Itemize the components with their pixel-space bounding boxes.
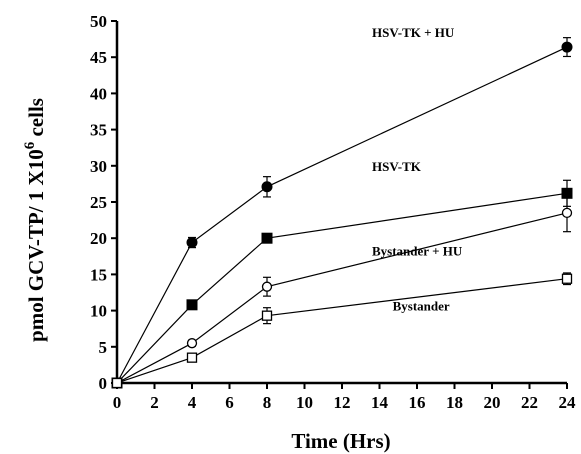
x-tick-label: 6 <box>225 393 234 412</box>
x-tick-label: 16 <box>409 393 426 412</box>
x-axis-ticks: 0 2 4 6 8 10 12 14 16 18 20 22 24 <box>113 383 576 412</box>
y-tick-label: 10 <box>90 302 107 321</box>
x-tick-label: 20 <box>484 393 501 412</box>
y-tick-label: 40 <box>90 84 107 103</box>
y-tick-label: 0 <box>99 374 108 393</box>
y-tick-label: 5 <box>99 338 108 357</box>
data-point <box>561 273 573 284</box>
series-bystander <box>111 272 573 389</box>
y-tick-label: 20 <box>90 229 107 248</box>
series-bystander-hu <box>111 193 573 389</box>
axes <box>115 21 567 385</box>
data-point <box>186 338 198 349</box>
x-tick-label: 12 <box>334 393 351 412</box>
x-tick-label: 22 <box>521 393 538 412</box>
series-labels: HSV-TK + HU HSV-TK Bystander + HU Bystander <box>372 25 463 314</box>
x-axis-title: Time (Hrs) <box>291 429 390 453</box>
series-line <box>116 192 568 384</box>
x-tick-label: 2 <box>150 393 159 412</box>
series-label: Bystander <box>393 299 450 314</box>
x-tick-label: 18 <box>446 393 463 412</box>
data-point <box>186 299 198 311</box>
x-tick-label: 24 <box>559 393 577 412</box>
x-tick-label: 14 <box>371 393 389 412</box>
data-point <box>261 181 273 193</box>
data-point <box>261 310 273 321</box>
series-line <box>116 46 568 384</box>
x-tick-label: 4 <box>188 393 197 412</box>
series-label: HSV-TK <box>372 159 422 174</box>
data-point <box>561 207 573 219</box>
y-tick-label: 15 <box>90 265 107 284</box>
x-tick-label: 0 <box>113 393 122 412</box>
y-axis-title-main: pmol GCV-TP/ 1 X10 <box>24 149 48 342</box>
data-point <box>111 377 123 389</box>
data-point <box>186 237 198 249</box>
series-line <box>116 278 568 384</box>
y-axis-ticks: 0 5 10 15 20 25 30 35 40 45 50 <box>90 12 117 393</box>
data-point <box>186 352 198 363</box>
series-line <box>116 212 568 384</box>
series-layer <box>111 37 573 389</box>
series-hsv-tk-hu <box>111 37 573 389</box>
y-tick-label: 25 <box>90 193 107 212</box>
x-tick-label: 8 <box>263 393 272 412</box>
data-point <box>561 41 573 53</box>
y-axis-title: pmol GCV-TP/ 1 X106 cells <box>22 98 48 342</box>
x-tick-label: 10 <box>296 393 313 412</box>
y-tick-label: 50 <box>90 12 107 31</box>
data-point <box>261 281 273 292</box>
y-tick-label: 30 <box>90 157 107 176</box>
y-tick-label: 35 <box>90 121 107 140</box>
series-hsv-tk <box>111 179 573 389</box>
series-label: Bystander + HU <box>372 244 463 259</box>
y-tick-label: 45 <box>90 48 107 67</box>
data-point <box>261 232 273 244</box>
series-label: HSV-TK + HU <box>372 25 455 40</box>
y-axis-title-superscript: 6 <box>22 141 38 149</box>
y-axis-title-tail: cells <box>24 98 48 142</box>
